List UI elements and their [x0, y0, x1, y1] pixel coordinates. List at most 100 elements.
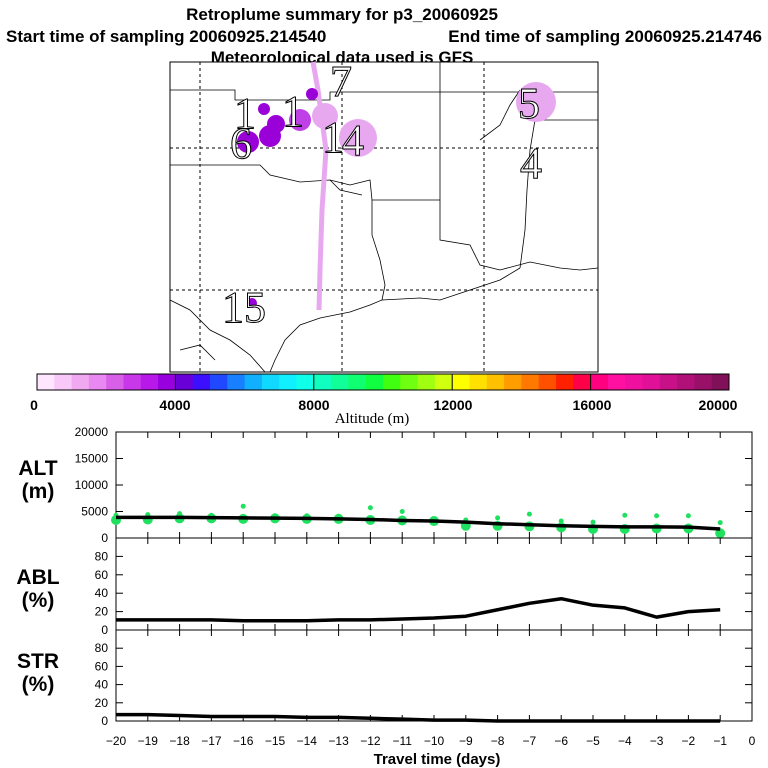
colorbar-swatch	[400, 374, 419, 390]
str-ytick-label: 40	[95, 678, 109, 692]
colorbar-swatch	[331, 374, 349, 390]
alt-point	[177, 511, 183, 517]
abl-series-line	[116, 596, 721, 623]
colorbar-swatch	[227, 374, 246, 390]
time-marker: 5	[518, 79, 540, 128]
alt-ytick-label: 0	[101, 531, 108, 545]
colorbar-swatch	[642, 374, 661, 390]
colorbar-swatch	[71, 374, 90, 390]
colorbar-label: Altitude (m)	[335, 411, 410, 427]
x-axis-label: Travel time (days)	[374, 751, 501, 768]
alt-point	[367, 505, 373, 511]
colorbar-swatch	[175, 374, 194, 390]
x-tick-label: −10	[424, 734, 445, 748]
time-marker: 4	[520, 139, 542, 188]
alt-point	[715, 528, 726, 539]
time-markers: 1 6 1 1 7 4 5 4 15	[222, 57, 543, 333]
time-marker: 7	[330, 57, 352, 106]
str-frame	[115, 629, 753, 722]
alt-point	[622, 512, 628, 518]
plume-dot	[237, 131, 259, 153]
plume-dot	[247, 298, 257, 308]
alt-point	[685, 513, 691, 519]
colorbar-swatch	[54, 374, 73, 390]
str-ytick-label: 80	[95, 641, 109, 655]
colorbar-swatch	[140, 374, 159, 390]
colorbar-swatch	[365, 374, 384, 390]
colorbar-swatch	[694, 374, 713, 390]
plume-line	[310, 61, 329, 311]
alt-ylabel-unit: (m)	[22, 480, 55, 503]
plume-dot	[516, 82, 556, 122]
time-marker: 4	[342, 116, 364, 165]
x-tick-label: −8	[491, 734, 505, 748]
end-time-label: End time of sampling 20060925.214746	[448, 27, 762, 46]
abl-ytick-label: 60	[95, 568, 109, 582]
time-marker: 1	[234, 89, 256, 138]
plume-dot	[258, 103, 270, 115]
colorbar-swatch	[590, 374, 609, 390]
alt-ytick-label: 20000	[75, 425, 109, 439]
colorbar-swatch	[261, 374, 280, 390]
time-marker: 15	[222, 283, 266, 332]
colorbar-swatch	[469, 374, 488, 390]
plume-dot	[289, 109, 311, 131]
colorbar-swatch	[659, 374, 678, 390]
alt-point	[590, 519, 596, 525]
alt-panel: 0 5000 10000 15000 20000	[75, 425, 753, 545]
alt-ylabel: ALT	[18, 457, 57, 480]
colorbar-swatch	[538, 374, 557, 390]
alt-point	[717, 520, 723, 526]
x-tick-label: −2	[682, 734, 696, 748]
colorbar-swatch	[244, 374, 263, 390]
colorbar-swatch	[504, 374, 522, 390]
str-ytick-label: 60	[95, 659, 109, 673]
x-tick-label: −14	[297, 734, 318, 748]
colorbar-swatch	[313, 374, 332, 390]
colorbar-tick: 0	[30, 397, 38, 413]
colorbar-swatch	[279, 374, 297, 390]
x-tick-label: −7	[523, 734, 537, 748]
alt-point	[240, 503, 246, 509]
alt-point	[399, 509, 405, 514]
colorbar-swatch	[434, 374, 453, 390]
time-marker: 6	[230, 119, 252, 168]
plume-trajectory	[310, 61, 329, 311]
abl-ytick-label: 80	[95, 549, 109, 563]
alt-series-line	[116, 515, 721, 531]
x-tick-label: −16	[233, 734, 254, 748]
altitude-colorbar	[36, 373, 730, 391]
abl-panel: 0 20 40 60 80	[95, 537, 753, 637]
colorbar-swatch	[607, 374, 626, 390]
str-series-line	[116, 712, 721, 723]
x-tick-label: −13	[328, 734, 349, 748]
colorbar-swatch	[158, 374, 176, 390]
x-tick-label: −17	[201, 734, 222, 748]
alt-ytick-label: 5000	[81, 505, 108, 519]
start-time-label: Start time of sampling 20060925.214540	[6, 27, 326, 46]
x-tick-label: −3	[650, 734, 664, 748]
colorbar-swatch	[521, 374, 540, 390]
x-tick-label: −11	[392, 734, 412, 748]
colorbar-ticks: 0 4000 8000 12000 16000 20000	[30, 397, 738, 413]
colorbar-tick: 16000	[573, 397, 612, 413]
str-ytick-label: 20	[95, 696, 109, 710]
colorbar-swatch	[88, 374, 107, 390]
alt-point	[654, 513, 660, 519]
colorbar-swatch	[210, 374, 228, 390]
abl-ylabel-unit: (%)	[22, 589, 55, 612]
figure-title: Retroplume summary for p3_20060925	[186, 5, 498, 24]
x-tick-label: −1	[713, 734, 727, 748]
colorbar-swatch	[348, 374, 367, 390]
time-series-panels: 0 5000 10000 15000 20000 0 20 40 60 80 0 20 40 60 80 −2…	[75, 425, 756, 748]
colorbar-tick: 4000	[159, 397, 190, 413]
str-ylabel: STR	[17, 650, 59, 673]
colorbar-swatch	[123, 374, 142, 390]
alt-point	[495, 515, 501, 521]
x-tick-label: −19	[138, 734, 159, 748]
alt-point	[526, 511, 532, 517]
colorbar-swatch	[37, 374, 55, 390]
colorbar-swatch	[383, 374, 401, 390]
colorbar-tick: 20000	[699, 397, 738, 413]
